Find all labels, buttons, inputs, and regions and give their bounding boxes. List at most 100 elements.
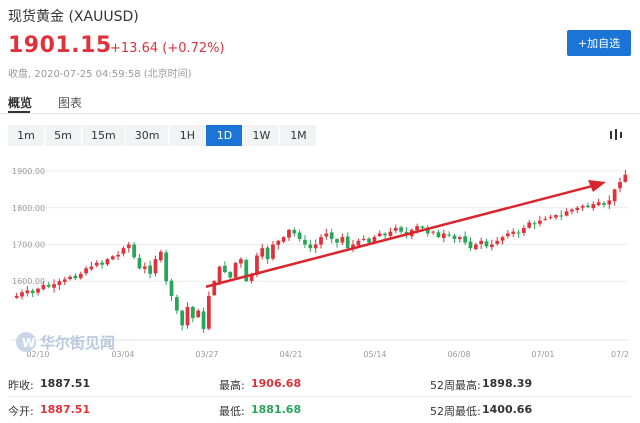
candle-down [602, 203, 606, 205]
candle-up [612, 189, 617, 202]
candle-up [527, 222, 532, 228]
period-15m[interactable]: 15m [82, 125, 125, 146]
stat-value: 1881.68 [251, 403, 302, 416]
candle-up [457, 237, 462, 239]
stat-label: 最高: [219, 379, 245, 392]
trend-arrow-line [205, 183, 597, 288]
candle-up [489, 244, 494, 248]
candle-up [121, 248, 126, 254]
chart-type-icon[interactable] [609, 127, 623, 141]
candle-down [420, 226, 425, 228]
candle-up [351, 244, 355, 249]
candle-up [52, 284, 56, 288]
candle-down [292, 229, 297, 234]
candle-down [484, 241, 489, 247]
y-tick-label: 1600.00 [12, 277, 45, 286]
period-30m[interactable]: 30m [125, 125, 169, 146]
candle-down [303, 239, 307, 245]
candle-up [543, 218, 548, 220]
tab-chart[interactable]: 图表 [58, 96, 83, 110]
candle-up [623, 174, 628, 182]
candle-up [591, 204, 596, 209]
candle-up [596, 202, 601, 206]
candle-down [586, 205, 590, 208]
candle-up [340, 237, 345, 243]
candle-up [473, 244, 478, 250]
candle-down [329, 232, 334, 239]
candle-down [345, 236, 350, 249]
stat-label: 昨收: [8, 379, 34, 392]
candle-up [495, 240, 500, 244]
candle-up [185, 306, 190, 326]
candle-down [244, 259, 249, 282]
y-tick-label: 1900.00 [12, 167, 45, 176]
candle-down [265, 247, 270, 260]
candle-up [377, 233, 382, 237]
candle-up [116, 254, 120, 257]
candle-up [84, 268, 88, 274]
candle-up [78, 273, 83, 279]
candle-down [335, 239, 339, 243]
candle-up [415, 226, 419, 231]
candle-up [522, 227, 526, 233]
trend-arrow [205, 180, 606, 288]
candle-up [158, 251, 163, 261]
period-1w[interactable]: 1W [243, 125, 280, 146]
y-axis-labels: 1900.00 1800.00 1700.00 1600.00 [12, 167, 45, 286]
candle-down [436, 232, 441, 238]
candle-up [89, 266, 94, 270]
stat-label: 今开: [8, 405, 34, 418]
price-chart[interactable]: 02/10 03/04 03/27 04/21 05/14 06/08 07/01 07/2 … [8, 152, 632, 362]
divider [8, 396, 632, 397]
x-tick-label: 05/14 [363, 350, 386, 359]
stat-value: 1898.39 [482, 377, 533, 390]
candle-up [356, 240, 361, 246]
y-tick-label: 1800.00 [12, 204, 45, 213]
candle-down [30, 290, 35, 293]
candle-up [570, 209, 574, 212]
candle-up [57, 281, 62, 285]
svg-text:W: W [22, 336, 35, 350]
candle-up [110, 256, 115, 260]
period-1h[interactable]: 1H [169, 125, 206, 146]
candle-up [260, 248, 265, 257]
candle-up [271, 244, 275, 259]
candle-up [319, 237, 323, 245]
stat-label: 52周最低: [430, 405, 481, 418]
candle-up [276, 240, 281, 245]
close-timestamp: 收盘, 2020-07-25 04:59:58 (北京时间) [8, 69, 192, 80]
candle-up [25, 290, 30, 294]
stat-value: 1887.51 [40, 377, 91, 390]
candle-up [548, 216, 553, 218]
price-change: +13.64 (+0.72%) [110, 41, 225, 56]
stats-row: 今开: 1887.51 最低: 1881.68 52周最低: 1400.66 [0, 398, 640, 422]
x-tick-label: 06/08 [447, 350, 470, 359]
candle-down [100, 262, 104, 265]
candle-up [41, 284, 46, 290]
period-5m[interactable]: 5m [45, 125, 81, 146]
tab-overview[interactable]: 概览 [8, 96, 33, 110]
period-1d[interactable]: 1D [206, 125, 243, 146]
stat-value: 1906.68 [251, 377, 302, 390]
candle-up [153, 259, 158, 274]
add-watchlist-button[interactable]: +加自选 [567, 30, 631, 56]
period-1m[interactable]: 1m [8, 125, 44, 146]
x-tick-label: 04/21 [279, 350, 302, 359]
stat-label: 最低: [219, 405, 245, 418]
candle-down [367, 238, 371, 243]
period-1mo[interactable]: 1M [280, 125, 317, 146]
candle-up [361, 238, 366, 240]
instrument-title: 现货黄金 (XAUUSD) [8, 9, 139, 25]
candle-down [516, 232, 521, 234]
candle-up [575, 207, 580, 211]
candle-up [506, 233, 510, 237]
candle-up [217, 266, 222, 283]
candle-down [383, 233, 387, 236]
main-tabs: 概览 图表 [0, 90, 640, 114]
candle-down [174, 297, 179, 311]
watermark-text: 华尔街见闻 [40, 334, 115, 352]
chart-grid [10, 170, 628, 341]
candle-up [196, 310, 201, 318]
candlestick-series [14, 169, 628, 333]
stat-value: 1887.51 [40, 403, 91, 416]
